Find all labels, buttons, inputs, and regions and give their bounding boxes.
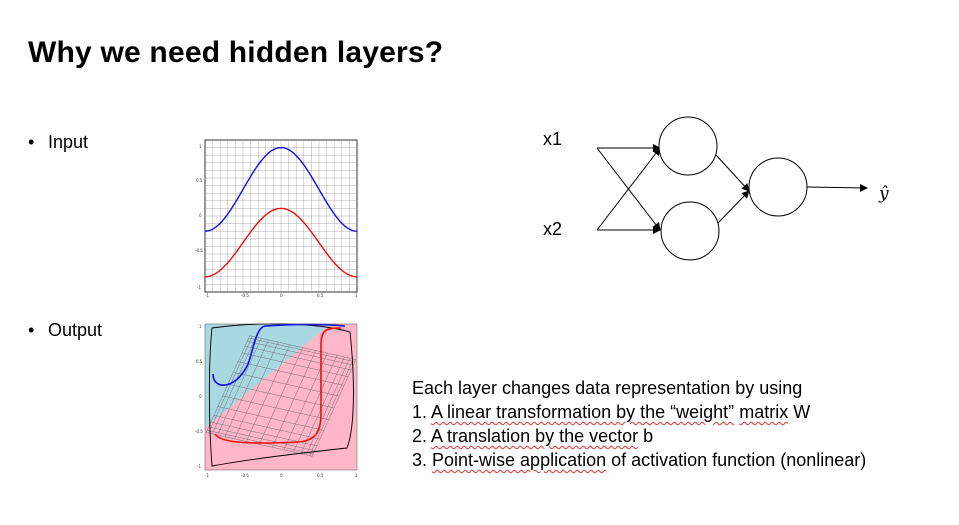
input-blue-curve — [204, 146, 358, 232]
input-ytick: 0 — [199, 213, 202, 218]
output-ytick: -1 — [197, 464, 201, 469]
output-warped-boundary — [208, 323, 354, 467]
warped-grid-line — [249, 335, 356, 360]
bullet-output-label: Output — [48, 320, 103, 340]
input-plot-xticks: -1 -0.5 0 0.5 1 — [205, 293, 358, 298]
input-ytick: -0.5 — [195, 248, 203, 253]
bullet-output: • Output — [28, 320, 102, 341]
hidden-node-2 — [660, 201, 720, 261]
output-xtick: 0.5 — [317, 473, 324, 478]
input-xtick: 1 — [355, 293, 358, 298]
warped-grid-line — [271, 350, 316, 448]
warped-grid-line — [293, 355, 338, 453]
step-number: 1. — [412, 402, 432, 422]
output-node — [748, 157, 808, 217]
input-xtick: 0 — [280, 293, 283, 298]
step-text: of activation function (nonlinear) — [606, 450, 867, 470]
spellcheck-underlined-text: matrix — [739, 402, 789, 422]
step-text: b — [638, 426, 654, 446]
warped-grid-line — [241, 352, 349, 377]
input-ytick: -1 — [197, 285, 201, 290]
output-xtick: 1 — [355, 473, 358, 478]
description-block: Each layer changes data representation b… — [412, 376, 866, 472]
warped-grid-line — [206, 432, 313, 457]
warped-grid-line — [227, 383, 335, 409]
bullet-marker: • — [28, 320, 35, 340]
bullet-marker: • — [28, 132, 35, 152]
warped-grid-line — [238, 361, 345, 386]
output-plot: 1 0.5 0 -0.5 -1 -1 -0.5 0 0.5 1 — [195, 323, 358, 478]
edge-x2-h1 — [596, 147, 661, 231]
input-ytick: 0.5 — [196, 178, 203, 183]
input-node-label-x2: x2 — [543, 219, 562, 239]
bullet-input-label: Input — [48, 132, 89, 152]
input-plot: 1 0.5 0 -0.5 -1 -1 -0.5 0 0.5 1 — [195, 139, 358, 298]
output-ytick: 1 — [199, 324, 202, 329]
edge-out-yhat — [806, 183, 868, 192]
edge-h1-out — [715, 154, 750, 192]
neural-network-diagram: x1 x2 ŷ — [543, 116, 889, 261]
warped-grid-line — [309, 358, 354, 456]
output-ytick: 0 — [199, 394, 202, 399]
warped-grid-line — [233, 372, 340, 397]
spellcheck-underlined-text: Point-wise application — [432, 450, 607, 470]
description-intro: Each layer changes data representation b… — [412, 378, 803, 398]
step-number: 3. — [412, 450, 433, 470]
input-plot-yticks: 1 0.5 0 -0.5 -1 — [195, 144, 203, 290]
input-xtick: -0.5 — [241, 293, 249, 298]
output-plot-yticks: 1 0.5 0 -0.5 -1 — [195, 324, 203, 469]
output-label-yhat: ŷ — [878, 184, 889, 204]
output-blue-curve — [212, 323, 346, 386]
step-number: 2. — [412, 426, 432, 446]
input-red-curve — [204, 207, 358, 278]
warped-grid-line — [300, 356, 345, 454]
output-xtick: -1 — [205, 473, 209, 478]
input-plot-grid — [205, 140, 357, 292]
output-warped-grid — [205, 335, 357, 457]
edge-h2-out — [717, 190, 750, 224]
output-xtick: -0.5 — [241, 473, 249, 478]
spellcheck-underlined-text: A linear transformation by the “weight” — [431, 402, 735, 422]
output-blue-region — [205, 324, 330, 428]
description-step-3: 3. Point-wise application of activation … — [412, 448, 866, 472]
output-plot-xticks: -1 -0.5 0 0.5 1 — [205, 473, 358, 478]
output-ytick: -0.5 — [195, 429, 203, 434]
spellcheck-underlined-text: A translation by the vector — [431, 426, 639, 446]
warped-grid-line — [248, 337, 355, 363]
input-xtick: -1 — [205, 293, 209, 298]
slide-title: Why we need hidden layers? — [28, 36, 444, 69]
description-step-2: 2. A translation by the vector b — [412, 424, 866, 448]
bullet-input: • Input — [28, 132, 88, 153]
input-node-label-x1: x1 — [543, 129, 562, 149]
output-xtick: 0 — [280, 473, 283, 478]
output-ytick: 0.5 — [196, 359, 203, 364]
input-ytick: 1 — [199, 144, 202, 149]
output-plot-frame — [204, 323, 358, 471]
output-red-curve — [214, 327, 342, 444]
warped-grid-line — [305, 358, 350, 455]
description-step-1: 1. A linear transformation by the “weigh… — [412, 400, 866, 424]
input-xtick: 0.5 — [317, 293, 324, 298]
step-text: W — [788, 402, 811, 422]
hidden-node-1 — [658, 116, 718, 176]
